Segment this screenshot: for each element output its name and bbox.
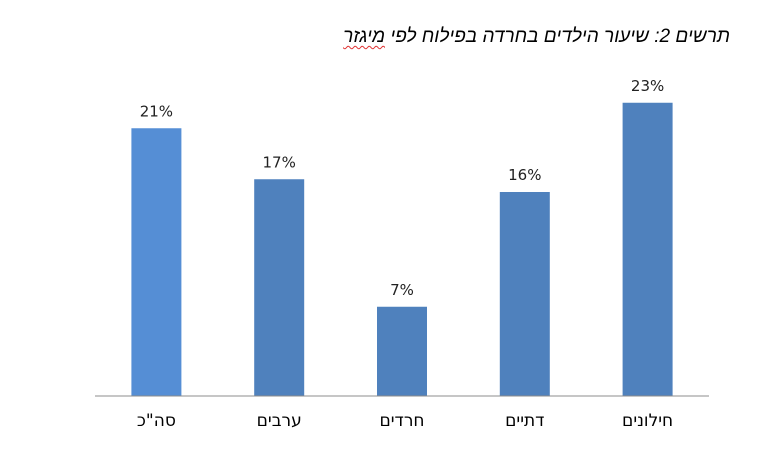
bar-1 xyxy=(254,179,305,396)
value-label-1: 17% xyxy=(263,153,296,171)
bar-0 xyxy=(131,128,182,396)
category-label-1: ערבים xyxy=(257,411,302,431)
value-labels-group: 21% 17% 7% 16% 23% xyxy=(140,77,665,299)
value-label-4: 23% xyxy=(631,77,664,95)
value-label-3: 16% xyxy=(508,166,541,184)
bar-4 xyxy=(622,102,673,396)
chart-title: תרשים 2: שיעור הילדים בחרדה בפילוח לפי מ… xyxy=(343,26,730,48)
category-label-0: סה"כ xyxy=(137,411,176,431)
value-label-2: 7% xyxy=(390,281,414,299)
category-labels-group: סה"כ ערבים חרדים דתיים חילונים xyxy=(137,411,673,431)
chart-title-flagged-word: מיגזר xyxy=(343,26,385,47)
category-label-3: דתיים xyxy=(505,411,544,431)
category-label-4: חילונים xyxy=(622,411,673,431)
chart-title-main: תרשים 2: שיעור הילדים בחרדה בפילוח לפי xyxy=(390,26,730,47)
value-label-0: 21% xyxy=(140,102,173,120)
bar-2 xyxy=(377,306,427,396)
bar-3 xyxy=(499,192,550,396)
category-label-2: חרדים xyxy=(379,411,424,431)
bars-group xyxy=(131,102,673,396)
